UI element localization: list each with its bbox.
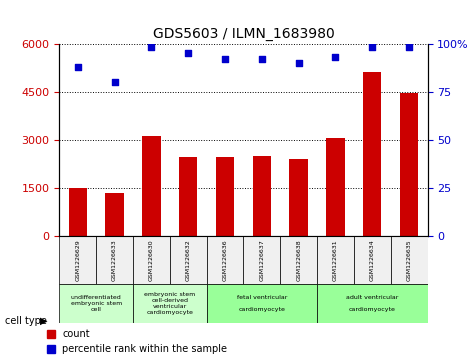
FancyBboxPatch shape	[354, 236, 390, 284]
Point	[184, 50, 192, 56]
Point	[74, 64, 82, 70]
Bar	[253, 156, 271, 236]
Text: GSM1226631: GSM1226631	[333, 239, 338, 281]
FancyBboxPatch shape	[390, 236, 428, 284]
Bar	[179, 157, 198, 236]
Bar	[289, 159, 308, 236]
Point	[111, 79, 118, 85]
Text: GSM1226630: GSM1226630	[149, 239, 154, 281]
Bar	[400, 93, 418, 236]
Title: GDS5603 / ILMN_1683980: GDS5603 / ILMN_1683980	[152, 27, 334, 41]
FancyBboxPatch shape	[170, 236, 207, 284]
Text: ▶: ▶	[40, 316, 48, 326]
Point	[258, 56, 266, 62]
Point	[221, 56, 229, 62]
Bar	[326, 138, 345, 236]
Point	[369, 45, 376, 50]
Bar	[216, 157, 234, 236]
FancyBboxPatch shape	[280, 236, 317, 284]
Point	[148, 45, 155, 50]
Text: GSM1226638: GSM1226638	[296, 239, 301, 281]
Bar	[363, 72, 381, 236]
FancyBboxPatch shape	[96, 236, 133, 284]
FancyBboxPatch shape	[207, 236, 243, 284]
Text: fetal ventricular

cardiomyocyte: fetal ventricular cardiomyocyte	[237, 295, 287, 312]
Bar	[68, 188, 87, 236]
Bar	[105, 193, 124, 236]
Point	[332, 54, 339, 60]
FancyBboxPatch shape	[133, 236, 170, 284]
Text: GSM1226629: GSM1226629	[75, 239, 80, 281]
Text: adult ventricular

cardiomyocyte: adult ventricular cardiomyocyte	[346, 295, 399, 312]
FancyBboxPatch shape	[59, 236, 96, 284]
Text: cell type: cell type	[5, 316, 47, 326]
Text: GSM1226632: GSM1226632	[186, 239, 191, 281]
FancyBboxPatch shape	[59, 284, 133, 323]
FancyBboxPatch shape	[243, 236, 280, 284]
Text: GSM1226633: GSM1226633	[112, 239, 117, 281]
FancyBboxPatch shape	[317, 284, 428, 323]
FancyBboxPatch shape	[133, 284, 207, 323]
Point	[405, 45, 413, 50]
Legend: count, percentile rank within the sample: count, percentile rank within the sample	[43, 326, 231, 358]
Point	[295, 60, 303, 66]
Text: GSM1226637: GSM1226637	[259, 239, 265, 281]
Text: GSM1226635: GSM1226635	[407, 239, 412, 281]
FancyBboxPatch shape	[207, 284, 317, 323]
Text: GSM1226636: GSM1226636	[222, 239, 228, 281]
Text: undifferentiated
embryonic stem
cell: undifferentiated embryonic stem cell	[71, 295, 122, 312]
Text: GSM1226634: GSM1226634	[370, 239, 375, 281]
Text: embryonic stem
cell-derived
ventricular
cardiomyocyte: embryonic stem cell-derived ventricular …	[144, 292, 195, 315]
FancyBboxPatch shape	[317, 236, 354, 284]
Bar	[142, 136, 161, 236]
